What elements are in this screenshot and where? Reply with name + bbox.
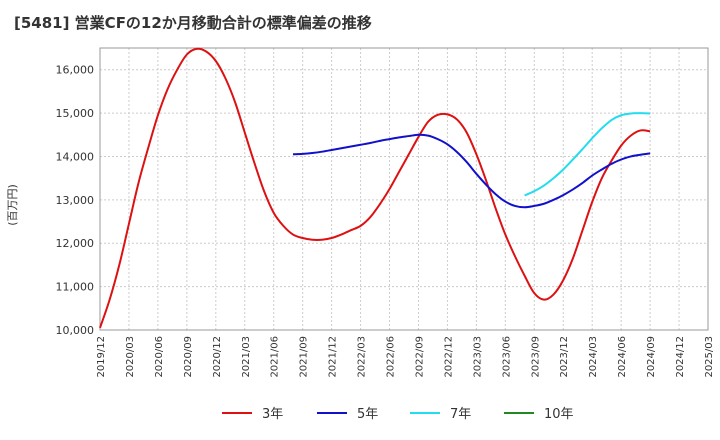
x-tick-label: 2021/12 — [328, 336, 339, 378]
legend-label: 7年 — [450, 407, 471, 422]
y-tick-label: 12,000 — [56, 237, 95, 250]
y-tick-label: 11,000 — [56, 281, 95, 294]
y-tick-label: 16,000 — [56, 64, 95, 77]
legend-label: 5年 — [357, 407, 378, 422]
legend-label: 3年 — [262, 407, 283, 422]
x-tick-label: 2023/06 — [501, 336, 512, 378]
y-tick-label: 10,000 — [56, 324, 95, 337]
legend: 3年 5年 7年 10年 — [222, 407, 574, 422]
series-line-7年 — [524, 112, 651, 197]
x-tick-label: 2024/06 — [617, 336, 628, 378]
x-tick-label: 2020/09 — [183, 336, 194, 378]
series-line-3年 — [99, 47, 651, 329]
y-tick-label: 15,000 — [56, 107, 95, 120]
x-tick-label: 2019/12 — [96, 336, 107, 378]
x-tick-label: 2023/12 — [559, 336, 570, 378]
x-tick-label: 2024/03 — [588, 336, 599, 378]
grid-layer — [99, 48, 709, 331]
y-axis-ticks: 10,000 11,000 12,000 13,000 14,000 15,000 16,0… — [56, 64, 95, 337]
x-axis-ticks: 2019/12 2020/03 2020/06 2020/09 2020/12 2021/… — [96, 336, 715, 378]
chart-title: [5481] 営業CFの12か月移動合計の標準偏差の推移 — [14, 14, 372, 32]
x-tick-label: 2021/03 — [241, 336, 252, 378]
x-tick-label: 2023/03 — [472, 336, 483, 378]
x-tick-label: 2020/06 — [154, 336, 165, 378]
y-tick-label: 14,000 — [56, 150, 95, 163]
x-tick-label: 2025/03 — [704, 336, 715, 378]
x-tick-label: 2022/12 — [443, 336, 454, 378]
x-tick-label: 2023/09 — [530, 336, 541, 378]
legend-label: 10年 — [544, 407, 574, 422]
plot-area-border — [99, 47, 709, 331]
x-tick-label: 2020/12 — [212, 336, 223, 378]
x-tick-label: 2024/12 — [675, 336, 686, 378]
x-tick-label: 2024/09 — [646, 336, 657, 378]
y-tick-label: 13,000 — [56, 194, 95, 207]
x-tick-label: 2020/03 — [125, 336, 136, 378]
x-tick-label: 2022/06 — [386, 336, 397, 378]
series-line-5年 — [292, 133, 651, 209]
series-layer — [99, 47, 651, 329]
x-tick-label: 2022/09 — [414, 336, 425, 378]
x-tick-label: 2022/03 — [357, 336, 368, 378]
x-tick-label: 2021/09 — [299, 336, 310, 378]
y-axis-label: (百万円) — [6, 184, 19, 226]
x-tick-label: 2021/06 — [270, 336, 281, 378]
